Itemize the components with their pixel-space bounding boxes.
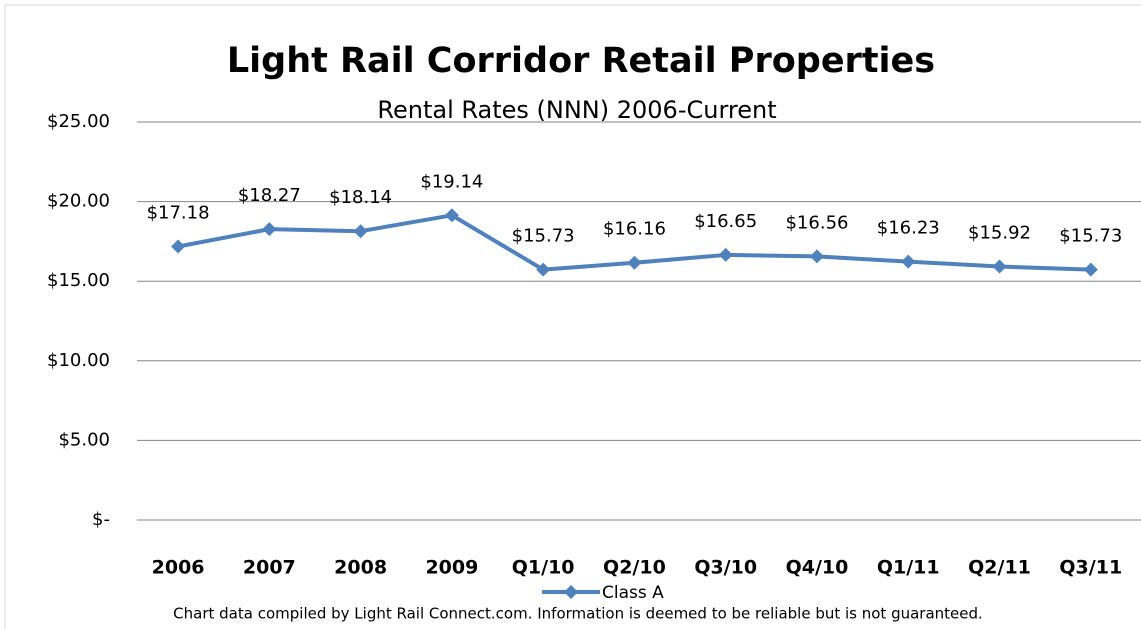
chart-title: Light Rail Corridor Retail Properties xyxy=(227,41,935,81)
x-tick-label: 2007 xyxy=(243,557,296,579)
chart-subtitle: Rental Rates (NNN) 2006-Current xyxy=(377,96,776,124)
legend-label: Class A xyxy=(602,583,664,603)
data-label: $15.73 xyxy=(1059,226,1122,247)
data-point xyxy=(353,224,368,239)
legend-marker xyxy=(564,585,578,599)
data-point xyxy=(627,255,642,270)
data-label: $16.56 xyxy=(785,212,848,233)
data-point xyxy=(809,249,824,264)
x-tick-label: Q1/11 xyxy=(877,557,940,579)
data-point xyxy=(171,239,186,254)
data-label: $15.92 xyxy=(968,223,1031,244)
data-label: $17.18 xyxy=(147,202,210,223)
y-tick-label: $25.00 xyxy=(47,111,110,132)
x-tick-label: 2006 xyxy=(152,557,205,579)
data-point xyxy=(536,262,551,277)
y-tick-label: $10.00 xyxy=(47,350,110,371)
y-tick-label: $5.00 xyxy=(58,429,110,450)
data-point xyxy=(901,254,916,269)
data-label: $16.16 xyxy=(603,219,666,240)
x-tick-label: Q1/10 xyxy=(512,557,575,579)
y-tick-label: $20.00 xyxy=(47,191,110,212)
x-tick-label: Q4/10 xyxy=(786,557,849,579)
data-label: $16.65 xyxy=(694,211,757,232)
data-point xyxy=(1083,262,1098,277)
data-label: $18.14 xyxy=(329,187,392,208)
data-point xyxy=(444,208,459,223)
data-label: $16.23 xyxy=(877,218,940,239)
x-tick-label: Q3/10 xyxy=(694,557,757,579)
data-label: $18.27 xyxy=(238,185,301,206)
x-tick-label: Q2/10 xyxy=(603,557,666,579)
data-point xyxy=(262,222,277,237)
x-tick-label: Q2/11 xyxy=(968,557,1031,579)
y-tick-label: $15.00 xyxy=(47,270,110,291)
x-tick-label: 2009 xyxy=(425,557,478,579)
footnote: Chart data compiled by Light Rail Connec… xyxy=(173,605,983,623)
data-label: $19.14 xyxy=(420,171,483,192)
data-label: $15.73 xyxy=(512,226,575,247)
chart-frame xyxy=(4,4,1141,629)
data-point xyxy=(992,259,1007,274)
y-tick-label: $- xyxy=(92,509,110,530)
x-tick-label: Q3/11 xyxy=(1059,557,1122,579)
x-tick-label: 2008 xyxy=(334,557,387,579)
data-point xyxy=(718,247,733,262)
